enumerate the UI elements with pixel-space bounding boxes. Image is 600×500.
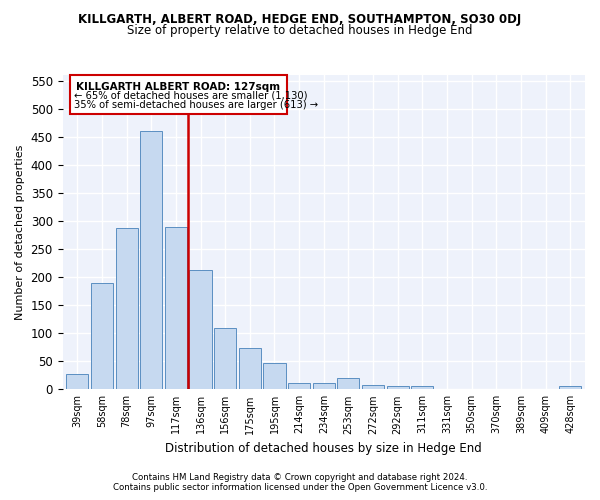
Bar [91,282,113,390]
FancyBboxPatch shape [70,75,287,114]
Text: Contains HM Land Registry data © Crown copyright and database right 2024.: Contains HM Land Registry data © Crown c… [132,474,468,482]
Bar [66,374,88,390]
X-axis label: Distribution of detached houses by size in Hedge End: Distribution of detached houses by size … [166,442,482,455]
Bar [411,386,433,390]
Bar [165,226,187,390]
Text: ← 65% of detached houses are smaller (1,130): ← 65% of detached houses are smaller (1,… [74,90,307,101]
Bar [116,228,137,390]
Bar [337,378,359,390]
Bar [190,270,212,390]
Bar [559,386,581,390]
Text: Contains public sector information licensed under the Open Government Licence v3: Contains public sector information licen… [113,484,487,492]
Bar [288,382,310,390]
Bar [263,364,286,390]
Text: KILLGARTH, ALBERT ROAD, HEDGE END, SOUTHAMPTON, SO30 0DJ: KILLGARTH, ALBERT ROAD, HEDGE END, SOUTH… [79,12,521,26]
Bar [140,131,163,390]
Text: 35% of semi-detached houses are larger (613) →: 35% of semi-detached houses are larger (… [74,100,318,110]
Bar [386,386,409,390]
Y-axis label: Number of detached properties: Number of detached properties [15,144,25,320]
Bar [362,385,384,390]
Bar [239,348,261,390]
Text: Size of property relative to detached houses in Hedge End: Size of property relative to detached ho… [127,24,473,37]
Text: KILLGARTH ALBERT ROAD: 127sqm: KILLGARTH ALBERT ROAD: 127sqm [76,82,280,92]
Bar [313,383,335,390]
Bar [214,328,236,390]
